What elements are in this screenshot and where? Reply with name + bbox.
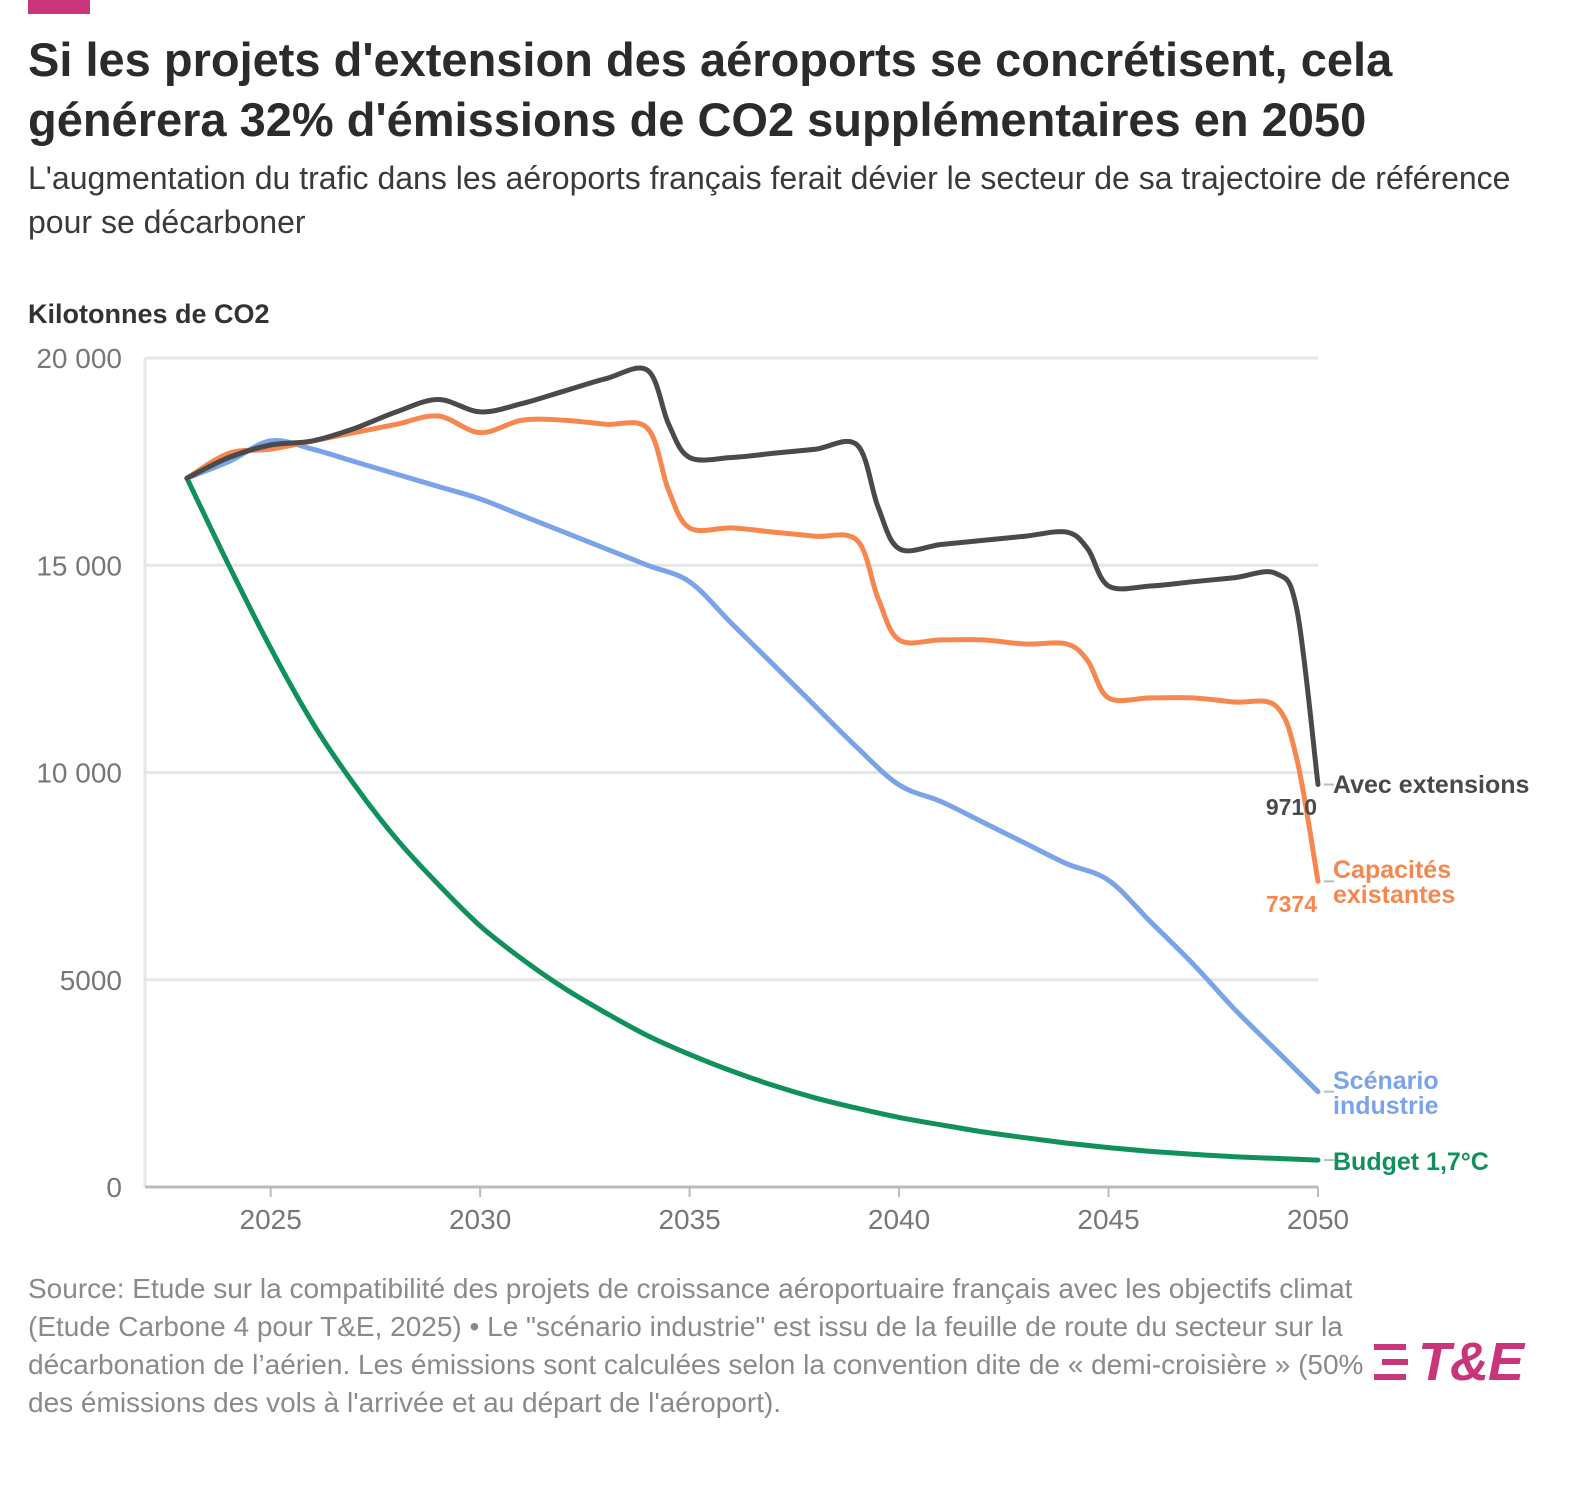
series-line-avec-extensions xyxy=(184,365,1321,787)
chart-subtitle: L'augmentation du trafic dans les aéropo… xyxy=(28,160,1511,240)
y-tick-label: 15 000 xyxy=(36,550,122,581)
logo-stripes-icon xyxy=(1374,1344,1408,1380)
series-label-scenario-industrie: Scénario industrie xyxy=(1333,1067,1439,1120)
y-axis-label: Kilotonnes de CO2 xyxy=(28,299,270,329)
series-lines xyxy=(184,365,1321,1163)
axes: 0 5000 10 000 15 000 20 000 2025 2030 2035 2040 2… xyxy=(36,343,1349,1235)
end-value-avec-extensions: 9710 xyxy=(1266,794,1317,820)
x-tick-label: 2045 xyxy=(1077,1204,1139,1235)
te-logo: T&E xyxy=(1370,1330,1550,1394)
line-chart: Kilotonnes de CO2 0 5000 10 000 15 000 20 00… xyxy=(28,299,1530,1235)
chart-title: Si les projets d'extension des aéroports… xyxy=(28,33,1393,146)
accent-bar xyxy=(28,0,90,14)
series-line-scenario-industrie xyxy=(184,438,1321,1095)
y-tick-label: 0 xyxy=(106,1172,122,1203)
series-line-capacites-existantes xyxy=(184,413,1321,884)
y-tick-label: 5000 xyxy=(60,965,122,996)
series-label-capacites-existantes: Capacités existantes xyxy=(1333,856,1455,909)
series-labels: Avec extensions 9710 Capacités existantes 73… xyxy=(1266,771,1530,1176)
x-tick-label: 2040 xyxy=(868,1204,930,1235)
x-tick-label: 2030 xyxy=(449,1204,511,1235)
logo-text: T&E xyxy=(1418,1332,1524,1392)
x-tick-label: 2025 xyxy=(240,1204,302,1235)
end-value-capacites-existantes: 7374 xyxy=(1266,891,1317,917)
series-label-budget: Budget 1,7°C xyxy=(1333,1148,1489,1176)
y-tick-label: 20 000 xyxy=(36,343,122,374)
y-tick-label: 10 000 xyxy=(36,758,122,789)
x-tick-label: 2050 xyxy=(1287,1204,1349,1235)
source-note: Source: Etude sur la compatibilité des p… xyxy=(28,1273,1364,1418)
series-line-budget xyxy=(184,475,1321,1163)
grid-lines xyxy=(145,356,1318,982)
x-tick-label: 2035 xyxy=(658,1204,720,1235)
series-label-avec-extensions: Avec extensions xyxy=(1333,771,1529,799)
